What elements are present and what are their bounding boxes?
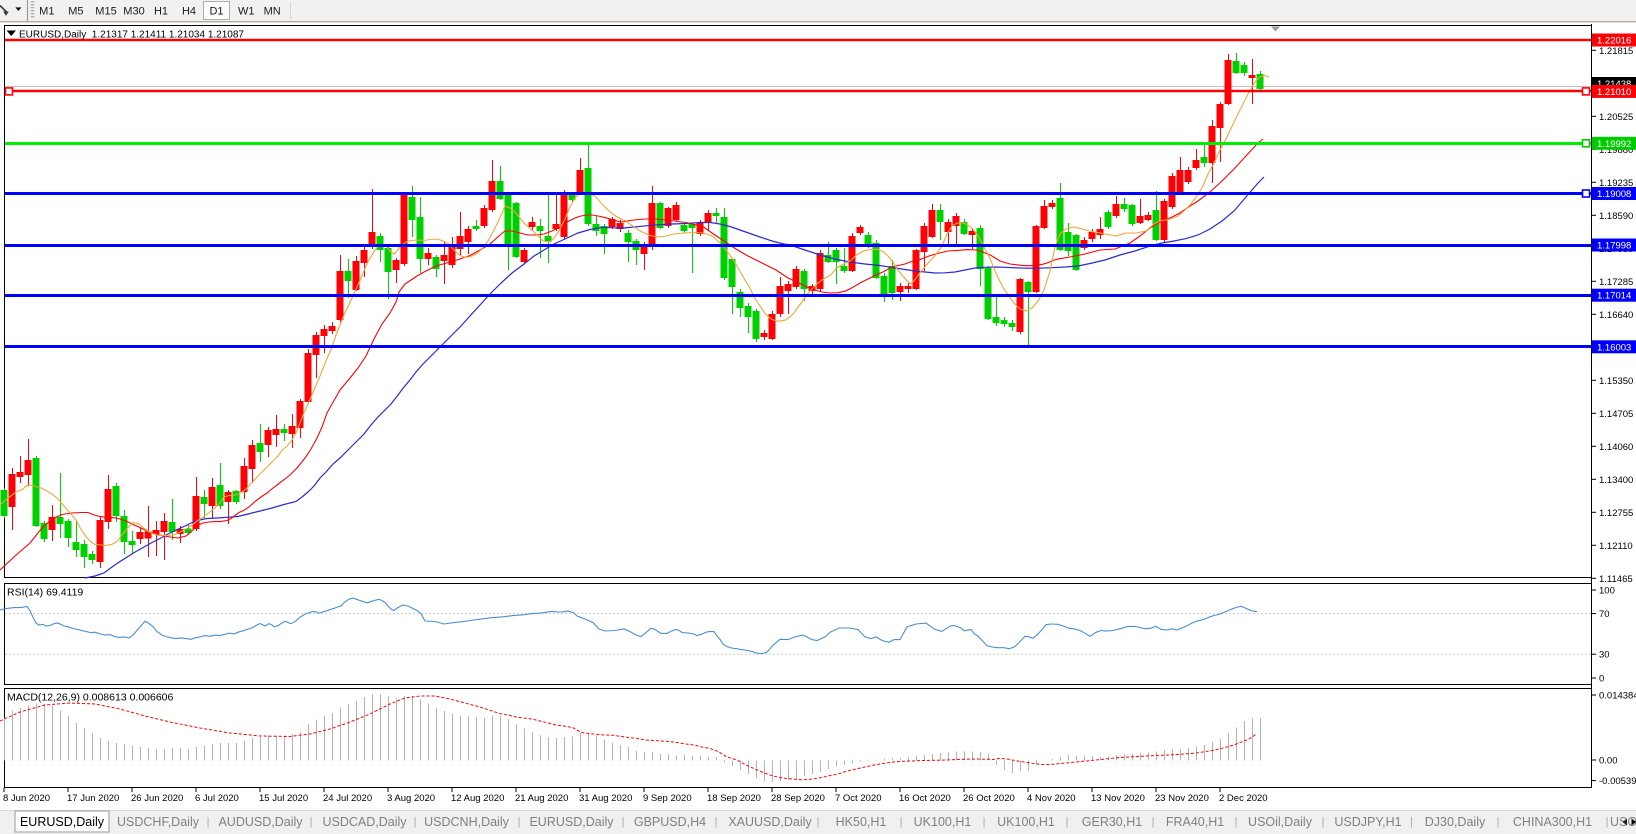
svg-text:M30: M30 — [123, 6, 144, 18]
svg-text:XAUUSD,Daily: XAUUSD,Daily — [728, 815, 812, 829]
svg-text:26 Oct 2020: 26 Oct 2020 — [963, 793, 1015, 804]
svg-text:FRA40,H1: FRA40,H1 — [1166, 815, 1224, 829]
svg-text:1.17014: 1.17014 — [1597, 291, 1631, 302]
svg-text:1.12110: 1.12110 — [1599, 541, 1633, 552]
svg-text:USOil,Daily: USOil,Daily — [1248, 815, 1313, 829]
svg-text:|: | — [1066, 816, 1069, 828]
svg-text:|: | — [1410, 816, 1413, 828]
svg-text:1.12755: 1.12755 — [1599, 508, 1633, 519]
svg-text:13 Nov 2020: 13 Nov 2020 — [1091, 793, 1145, 804]
svg-text:H1: H1 — [154, 6, 168, 18]
svg-text:EURUSD,Daily: EURUSD,Daily — [20, 815, 105, 829]
svg-text:1.11465: 1.11465 — [1599, 574, 1633, 585]
svg-text:EURUSD,Daily: EURUSD,Daily — [529, 815, 614, 829]
svg-text:1.19008: 1.19008 — [1597, 189, 1631, 200]
svg-text:1.19880: 1.19880 — [1599, 145, 1633, 156]
svg-text:0.014384: 0.014384 — [1599, 691, 1636, 702]
svg-text:100: 100 — [1599, 586, 1615, 597]
svg-text:31 Aug 2020: 31 Aug 2020 — [579, 793, 632, 804]
svg-text:70: 70 — [1599, 609, 1610, 620]
svg-text:6 Jul 2020: 6 Jul 2020 — [195, 793, 239, 804]
svg-text:24 Jul 2020: 24 Jul 2020 — [323, 793, 372, 804]
svg-text:HK50,H1: HK50,H1 — [836, 815, 887, 829]
svg-text:AUDUSD,Daily: AUDUSD,Daily — [218, 815, 303, 829]
svg-text:USDCHF,Daily: USDCHF,Daily — [117, 815, 200, 829]
svg-text:7 Oct 2020: 7 Oct 2020 — [835, 793, 881, 804]
svg-text:1.14705: 1.14705 — [1599, 409, 1633, 420]
svg-text:4 Nov 2020: 4 Nov 2020 — [1027, 793, 1076, 804]
svg-text:26 Jun 2020: 26 Jun 2020 — [131, 793, 183, 804]
svg-text:1.16640: 1.16640 — [1599, 310, 1633, 321]
svg-text:23 Nov 2020: 23 Nov 2020 — [1155, 793, 1209, 804]
svg-text:USDJPY,H1: USDJPY,H1 — [1334, 815, 1401, 829]
svg-text:CHINA300,H1: CHINA300,H1 — [1513, 815, 1592, 829]
svg-text:|: | — [900, 816, 903, 828]
svg-text:3 Aug 2020: 3 Aug 2020 — [387, 793, 435, 804]
svg-text:8 Jun 2020: 8 Jun 2020 — [3, 793, 50, 804]
svg-text:0: 0 — [1599, 674, 1604, 685]
svg-text:|: | — [1497, 816, 1500, 828]
svg-text:1.21010: 1.21010 — [1597, 87, 1631, 98]
svg-text:1.15350: 1.15350 — [1599, 376, 1633, 387]
svg-text:0.00: 0.00 — [1599, 756, 1618, 767]
svg-text:GBPUSD,H4: GBPUSD,H4 — [634, 815, 706, 829]
svg-text:1.22016: 1.22016 — [1597, 36, 1631, 47]
svg-text:1.13400: 1.13400 — [1599, 475, 1633, 486]
svg-text:16 Oct 2020: 16 Oct 2020 — [899, 793, 951, 804]
svg-text:W1: W1 — [238, 6, 255, 18]
svg-text:|: | — [817, 816, 820, 828]
svg-text:1.16003: 1.16003 — [1597, 342, 1631, 353]
svg-text:EURUSD,Daily 1.21317 1.21411: EURUSD,Daily 1.21317 1.21411 1.21034 1.2… — [19, 30, 244, 41]
svg-text:|: | — [622, 816, 625, 828]
svg-text:-0.005396: -0.005396 — [1599, 776, 1636, 787]
svg-text:|: | — [207, 816, 210, 828]
svg-text:12 Aug 2020: 12 Aug 2020 — [451, 793, 504, 804]
svg-text:2 Dec 2020: 2 Dec 2020 — [1219, 793, 1268, 804]
svg-text:|: | — [414, 816, 417, 828]
svg-text:9 Sep 2020: 9 Sep 2020 — [643, 793, 692, 804]
svg-text:DJ30,Daily: DJ30,Daily — [1425, 815, 1486, 829]
svg-text:MN: MN — [264, 6, 281, 18]
svg-text:MACD(12,26,9) 0.008613 0.00660: MACD(12,26,9) 0.008613 0.006606 — [7, 692, 174, 704]
svg-text:|: | — [1235, 816, 1238, 828]
svg-text:|: | — [310, 816, 313, 828]
svg-text:|: | — [715, 816, 718, 828]
svg-text:21 Aug 2020: 21 Aug 2020 — [515, 793, 568, 804]
svg-text:1.14060: 1.14060 — [1599, 442, 1633, 453]
svg-text:H4: H4 — [182, 6, 196, 18]
svg-text:1.20525: 1.20525 — [1599, 112, 1633, 123]
svg-text:28 Sep 2020: 28 Sep 2020 — [771, 793, 825, 804]
svg-text:M15: M15 — [95, 6, 116, 18]
svg-text:|: | — [518, 816, 521, 828]
svg-text:D1: D1 — [209, 6, 223, 18]
svg-text:USDCAD,Daily: USDCAD,Daily — [322, 815, 407, 829]
svg-text:GER30,H1: GER30,H1 — [1082, 815, 1142, 829]
svg-text:|: | — [1606, 816, 1609, 828]
svg-text:M1: M1 — [39, 6, 54, 18]
svg-text:17 Jun 2020: 17 Jun 2020 — [67, 793, 119, 804]
svg-text:18 Sep 2020: 18 Sep 2020 — [707, 793, 761, 804]
svg-text:|: | — [983, 816, 986, 828]
svg-text:1.19992: 1.19992 — [1597, 139, 1631, 150]
svg-text:USDCNH,Daily: USDCNH,Daily — [424, 815, 509, 829]
svg-text:UK100,H1: UK100,H1 — [997, 815, 1055, 829]
svg-text:|: | — [1322, 816, 1325, 828]
svg-text:UK100,H1: UK100,H1 — [914, 815, 972, 829]
svg-text:15 Jul 2020: 15 Jul 2020 — [259, 793, 308, 804]
svg-text:1.18590: 1.18590 — [1599, 211, 1633, 222]
svg-text:1.21815: 1.21815 — [1599, 46, 1633, 57]
svg-text:M5: M5 — [68, 6, 83, 18]
svg-text:1.17998: 1.17998 — [1597, 241, 1631, 252]
svg-text:1.17285: 1.17285 — [1599, 277, 1633, 288]
svg-text:RSI(14) 69.4119: RSI(14) 69.4119 — [7, 587, 83, 599]
svg-text:|: | — [1152, 816, 1155, 828]
svg-text:30: 30 — [1599, 650, 1610, 661]
svg-text:1.19235: 1.19235 — [1599, 178, 1633, 189]
svg-text:1.21438: 1.21438 — [1597, 79, 1631, 90]
